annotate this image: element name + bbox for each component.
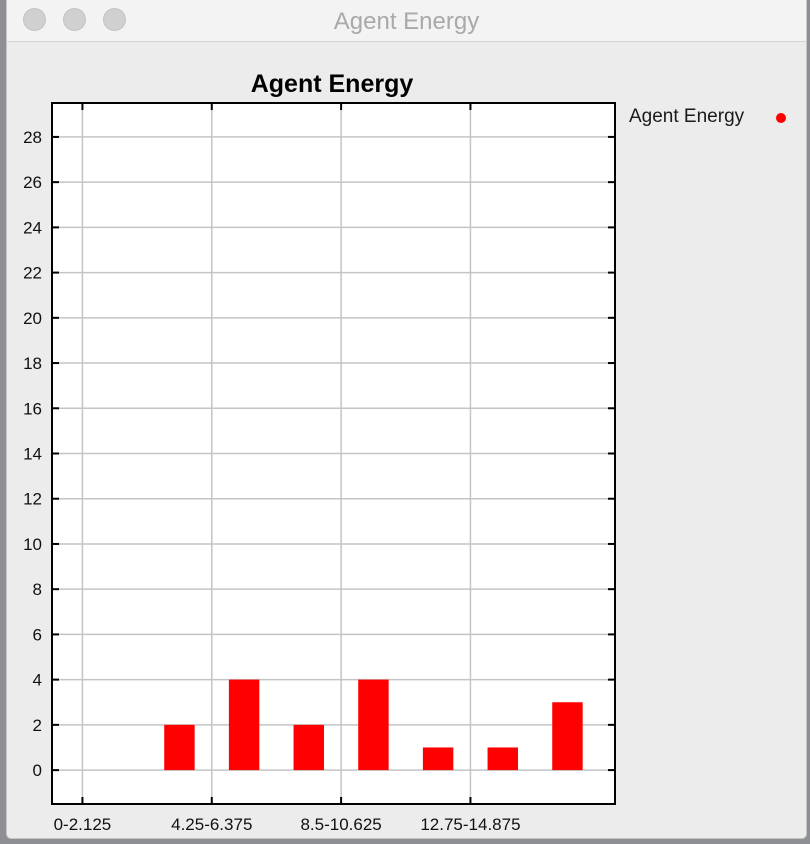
y-tick-label: 26	[23, 173, 42, 192]
y-tick-label: 10	[23, 535, 42, 554]
window-title: Agent Energy	[333, 8, 480, 35]
close-window-button[interactable]	[23, 8, 46, 31]
bar	[293, 724, 324, 771]
y-tick-label: 14	[23, 445, 42, 464]
y-tick-label: 2	[33, 716, 42, 735]
y-tick-label: 22	[23, 264, 42, 283]
y-tick-label: 16	[23, 399, 42, 418]
minimize-window-button[interactable]	[63, 8, 86, 31]
y-tick-label: 6	[33, 625, 42, 644]
y-tick-label: 28	[23, 128, 42, 147]
chart-window: Agent Energy Agent Energy 0 2 4 6 8 10 12 14 16 1…	[6, 0, 807, 839]
x-tick-label: 0-2.125	[54, 815, 112, 834]
legend: Agent Energy	[629, 106, 789, 130]
plot-border	[51, 102, 616, 805]
bar	[422, 747, 454, 771]
x-axis: 0-2.125 4.25-6.375 8.5-10.625 12.75-14.875	[54, 103, 521, 834]
bar	[164, 724, 195, 771]
y-tick-label: 12	[23, 490, 42, 509]
bar	[358, 679, 389, 771]
bar	[228, 679, 260, 771]
title-bar: Agent Energy	[7, 0, 806, 42]
chart-title: Agent Energy	[251, 70, 414, 98]
grid-lines	[52, 103, 615, 804]
bars	[164, 679, 583, 771]
bar	[552, 702, 583, 771]
y-tick-label: 8	[33, 580, 42, 599]
zoom-window-button[interactable]	[103, 8, 126, 31]
y-tick-label: 24	[23, 218, 42, 237]
y-tick-label: 18	[23, 354, 42, 373]
x-tick-label: 4.25-6.375	[171, 815, 252, 834]
y-tick-label: 4	[33, 671, 42, 690]
y-tick-label: 20	[23, 309, 42, 328]
x-tick-label: 8.5-10.625	[300, 815, 381, 834]
y-tick-label: 0	[33, 761, 42, 780]
legend-label: Agent Energy	[629, 106, 745, 127]
bar	[487, 747, 518, 771]
legend-marker	[776, 113, 786, 123]
x-tick-label: 12.75-14.875	[420, 815, 520, 834]
